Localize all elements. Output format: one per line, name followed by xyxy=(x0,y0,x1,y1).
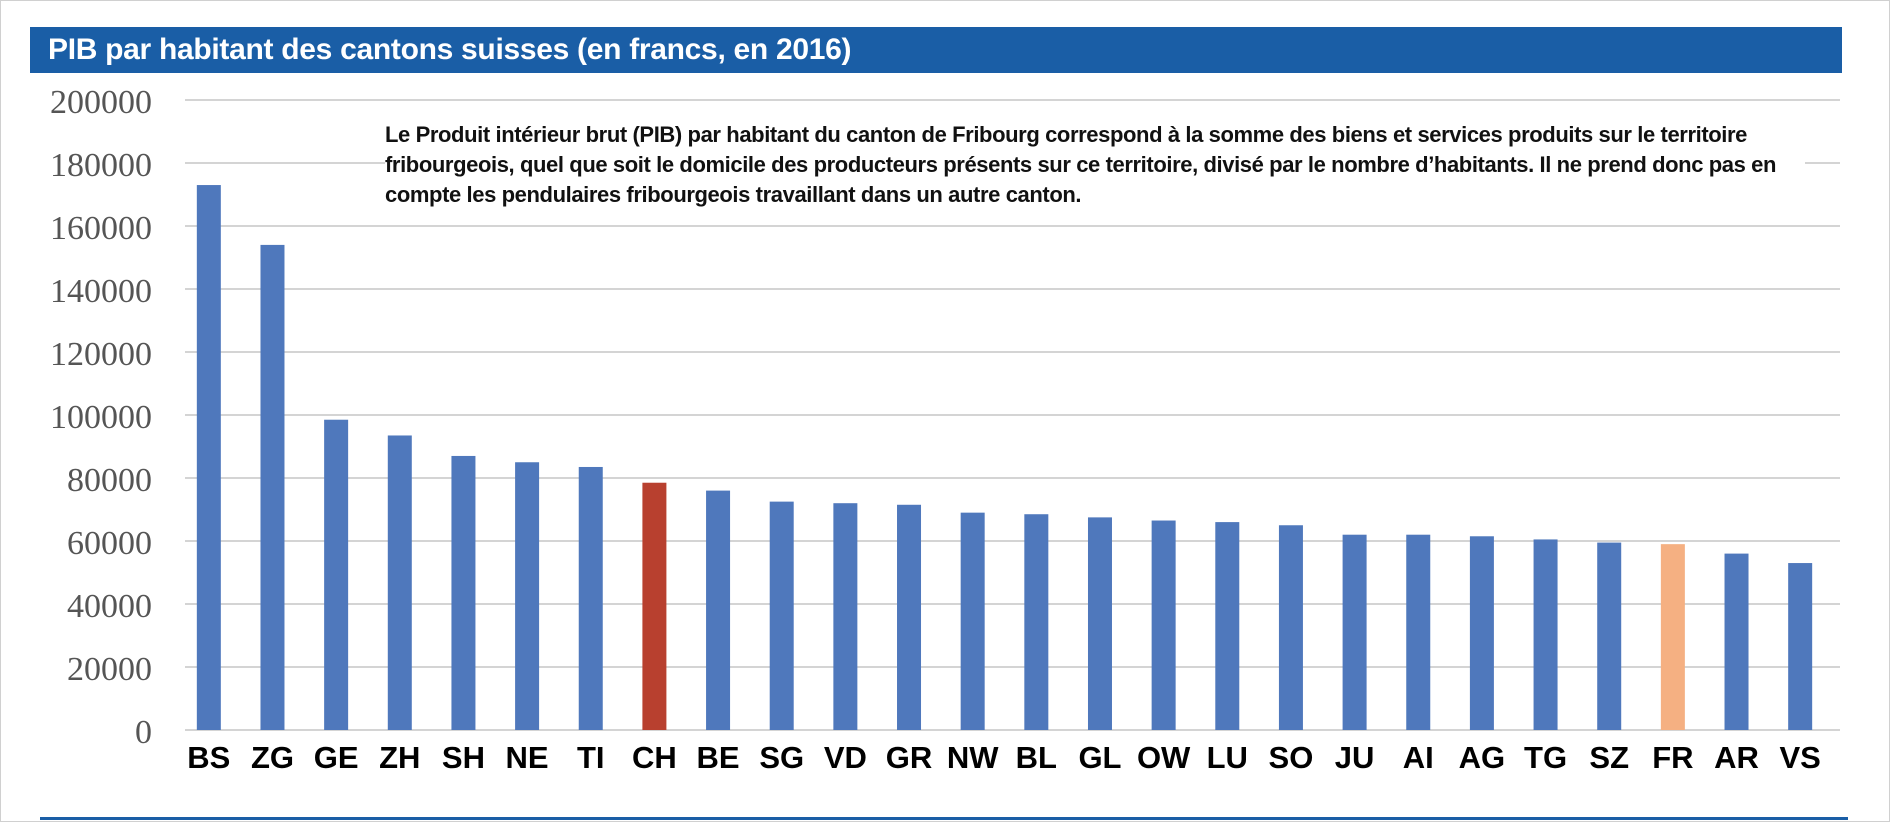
x-tick-label: GL xyxy=(1078,740,1121,775)
x-tick-label: GE xyxy=(314,740,359,775)
x-tick-label: CH xyxy=(632,740,677,775)
bar-ai xyxy=(1406,534,1431,730)
x-tick-label: LU xyxy=(1207,740,1248,775)
x-tick-label: SZ xyxy=(1589,740,1629,775)
y-tick-label: 40000 xyxy=(67,588,152,625)
x-tick-label: FR xyxy=(1652,740,1693,775)
x-tick-label: TG xyxy=(1524,740,1567,775)
y-tick-label: 140000 xyxy=(50,273,152,310)
x-tick-label: BS xyxy=(187,740,230,775)
bar-be xyxy=(706,490,731,730)
title-bar: PIB par habitant des cantons suisses (en… xyxy=(30,27,1842,73)
bar-lu xyxy=(1215,522,1240,730)
x-tick-label: AR xyxy=(1714,740,1759,775)
y-tick-label: 100000 xyxy=(50,399,152,436)
x-tick-label: ZG xyxy=(251,740,294,775)
chart-title: PIB par habitant des cantons suisses (en… xyxy=(48,33,852,66)
bar-vd xyxy=(833,503,858,730)
x-tick-label: ZH xyxy=(379,740,420,775)
bar-vs xyxy=(1788,563,1813,730)
bar-sz xyxy=(1597,542,1622,730)
x-tick-label: NW xyxy=(947,740,999,775)
bar-tg xyxy=(1533,539,1558,730)
bar-ti xyxy=(578,466,603,730)
y-tick-label: 20000 xyxy=(67,651,152,688)
x-tick-label: GR xyxy=(886,740,933,775)
x-tick-label: VS xyxy=(1779,740,1820,775)
bar-ge xyxy=(324,419,349,730)
bar-so xyxy=(1278,525,1303,730)
y-tick-label: 0 xyxy=(135,714,152,751)
x-tick-label: BE xyxy=(697,740,740,775)
x-tick-label: SH xyxy=(442,740,485,775)
y-tick-label: 120000 xyxy=(50,336,152,373)
bar-sg xyxy=(769,501,794,730)
bar-ju xyxy=(1342,534,1367,730)
x-tick-label: NE xyxy=(506,740,549,775)
bar-ch xyxy=(642,482,667,730)
x-tick-label: AI xyxy=(1403,740,1434,775)
x-tick-label: BL xyxy=(1016,740,1057,775)
y-tick-label: 200000 xyxy=(50,84,152,121)
x-axis-ticks: BS ZG GE ZH SH NE TI CH BE SG VD GR NW BL GL OW LU SO JU AI… xyxy=(187,740,1821,775)
x-tick-label: SO xyxy=(1269,740,1314,775)
bar-ne xyxy=(515,462,540,730)
y-axis-ticks: 0 20000 40000 60000 80000 100000 120000 140000 1… xyxy=(50,84,152,751)
y-tick-label: 160000 xyxy=(50,210,152,247)
bottom-rule xyxy=(40,817,1848,820)
bar-zh xyxy=(387,435,412,730)
bar-bs xyxy=(196,185,221,731)
x-tick-label: OW xyxy=(1137,740,1191,775)
x-tick-label: JU xyxy=(1335,740,1375,775)
y-tick-label: 80000 xyxy=(67,462,152,499)
x-tick-label: TI xyxy=(577,740,605,775)
bar-zg xyxy=(260,244,285,730)
bar-gr xyxy=(897,504,922,730)
bar-sh xyxy=(451,455,476,730)
bars xyxy=(196,185,1813,731)
bar-ag xyxy=(1469,536,1494,730)
x-tick-label: SG xyxy=(759,740,804,775)
bar-ow xyxy=(1151,520,1176,730)
y-tick-label: 180000 xyxy=(50,147,152,184)
bar-ar xyxy=(1724,553,1749,730)
bar-bl xyxy=(1024,514,1049,730)
bar-fr xyxy=(1660,544,1685,730)
bar-gl xyxy=(1087,517,1112,730)
x-tick-label: AG xyxy=(1459,740,1506,775)
y-tick-label: 60000 xyxy=(67,525,152,562)
bar-nw xyxy=(960,512,985,730)
x-tick-label: VD xyxy=(824,740,867,775)
annotation-text: Le Produit intérieur brut (PIB) par habi… xyxy=(385,120,1805,210)
